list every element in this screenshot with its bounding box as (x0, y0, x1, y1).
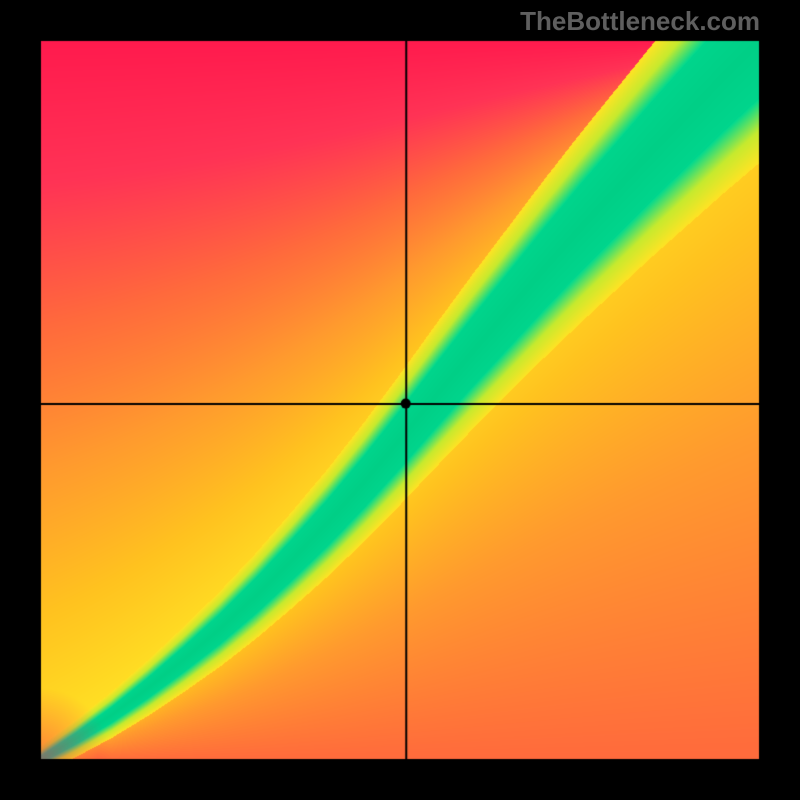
chart-container: TheBottleneck.com (0, 0, 800, 800)
bottleneck-heatmap (40, 40, 760, 760)
watermark-text: TheBottleneck.com (520, 6, 760, 37)
